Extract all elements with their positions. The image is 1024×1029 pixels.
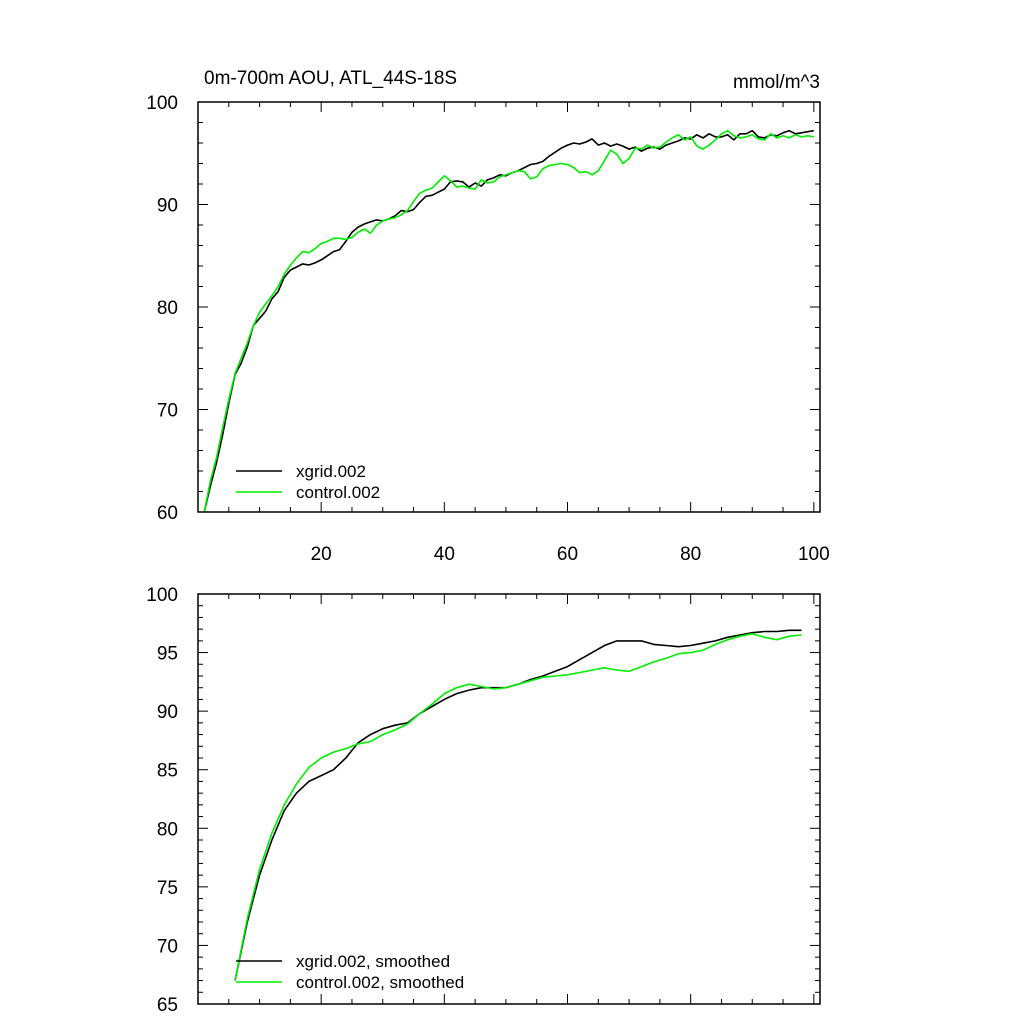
series-line-control <box>234 632 802 981</box>
legend-label-control-smoothed: control.002, smoothed <box>296 973 464 992</box>
legend-label-control: control.002 <box>296 483 380 502</box>
y-tick-label: 100 <box>146 585 178 606</box>
plot-frame <box>197 593 821 1005</box>
y-tick-label: 65 <box>157 995 178 1016</box>
x-tick-label: 40 <box>434 544 455 565</box>
y-tick-label: 75 <box>157 878 178 899</box>
y-tick-label: 60 <box>157 503 178 524</box>
y-tick-label: 90 <box>157 702 178 723</box>
y-tick-label: 70 <box>157 936 178 957</box>
x-tick-label: 20 <box>311 544 332 565</box>
y-tick-label: 80 <box>157 819 178 840</box>
series-line-xgrid <box>234 629 802 981</box>
bottom-panel: 65 70 75 80 85 90 95 100 xgrid.002, smoothed co… <box>146 585 821 1016</box>
legend-label-xgrid-smoothed: xgrid.002, smoothed <box>296 952 450 971</box>
plot-frame <box>197 101 821 513</box>
x-tick-label: 60 <box>557 544 578 565</box>
legend: xgrid.002 control.002 <box>236 462 380 502</box>
legend: xgrid.002, smoothed control.002, smoothe… <box>236 952 464 992</box>
legend-label-xgrid: xgrid.002 <box>296 462 366 481</box>
y-tick-label: 80 <box>157 298 178 319</box>
axis-ticks: 65 70 75 80 85 90 95 100 <box>146 585 820 1016</box>
y-tick-label: 100 <box>146 93 178 114</box>
x-tick-label: 100 <box>798 544 830 565</box>
axis-ticks: 60 70 80 90 100 20 40 60 80 100 <box>146 93 829 565</box>
y-tick-label: 95 <box>157 644 178 665</box>
y-tick-label: 85 <box>157 761 178 782</box>
series-line-xgrid <box>203 129 814 513</box>
chart-title: 0m-700m AOU, ATL_44S-18S <box>204 68 457 89</box>
y-tick-label: 70 <box>157 401 178 422</box>
series-line-control <box>203 129 814 513</box>
series-group <box>234 629 802 981</box>
x-tick-label: 80 <box>680 544 701 565</box>
units-label: mmol/m^3 <box>733 72 820 93</box>
y-tick-label: 90 <box>157 196 178 217</box>
top-panel: 0m-700m AOU, ATL_44S-18S mmol/m^3 60 70 80… <box>146 68 829 565</box>
series-group <box>203 129 814 513</box>
